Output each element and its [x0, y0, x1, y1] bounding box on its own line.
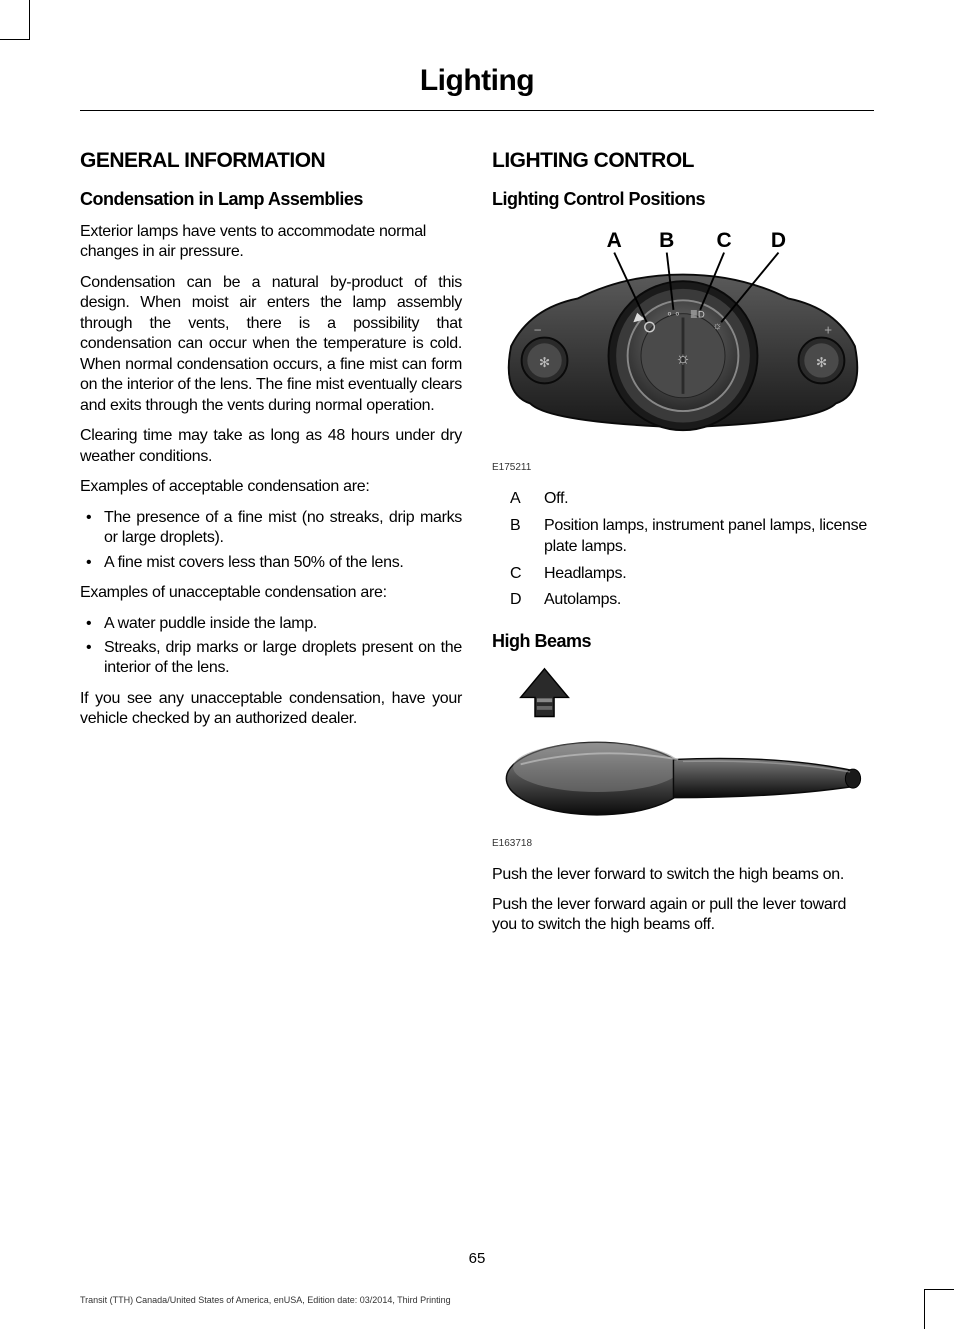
page-title: Lighting: [80, 0, 874, 111]
subheading-control-positions: Lighting Control Positions: [492, 189, 874, 210]
svg-text:≣D: ≣D: [690, 309, 705, 320]
left-column: GENERAL INFORMATION Condensation in Lamp…: [80, 149, 462, 946]
paragraph: Clearing time may take as long as 48 hou…: [80, 426, 462, 467]
content-area: GENERAL INFORMATION Condensation in Lamp…: [0, 111, 954, 946]
unacceptable-list: A water puddle inside the lamp. Streaks,…: [80, 614, 462, 679]
dial-legend: A Off. B Position lamps, instrument pane…: [492, 489, 874, 611]
diagram-code: E175211: [492, 462, 874, 473]
list-item: A fine mist covers less than 50% of the …: [80, 553, 462, 573]
dial-illustration-icon: − ✻ + ✻ ☼ ⚬⚬ ≣D ☼: [492, 222, 874, 451]
legend-value: Autolamps.: [544, 590, 874, 611]
section-heading-general-info: GENERAL INFORMATION: [80, 149, 462, 173]
legend-key: C: [510, 564, 526, 585]
dial-label-b: B: [659, 229, 674, 252]
legend-value: Off.: [544, 489, 874, 510]
paragraph: If you see any unacceptable condensation…: [80, 689, 462, 730]
legend-key: D: [510, 590, 526, 611]
lever-illustration-icon: [492, 664, 874, 826]
legend-row: A Off.: [492, 489, 874, 510]
section-heading-lighting-control: LIGHTING CONTROL: [492, 149, 874, 173]
subheading-high-beams: High Beams: [492, 631, 874, 652]
right-column: LIGHTING CONTROL Lighting Control Positi…: [492, 149, 874, 946]
svg-text:✻: ✻: [816, 355, 827, 370]
acceptable-list: The presence of a fine mist (no streaks,…: [80, 508, 462, 573]
lighting-dial-diagram: − ✻ + ✻ ☼ ⚬⚬ ≣D ☼: [492, 222, 874, 456]
svg-text:+: +: [824, 323, 832, 338]
paragraph: Push the lever forward again or pull the…: [492, 895, 874, 936]
legend-key: B: [510, 516, 526, 558]
svg-text:⚬⚬: ⚬⚬: [665, 309, 681, 320]
legend-key: A: [510, 489, 526, 510]
legend-value: Position lamps, instrument panel lamps, …: [544, 516, 874, 558]
paragraph: Examples of acceptable condensation are:: [80, 477, 462, 497]
paragraph: Condensation can be a natural by-product…: [80, 273, 462, 416]
crop-mark: [0, 0, 30, 40]
subheading-condensation: Condensation in Lamp Assemblies: [80, 189, 462, 210]
legend-row: B Position lamps, instrument panel lamps…: [492, 516, 874, 558]
page-number: 65: [0, 1250, 954, 1267]
legend-row: D Autolamps.: [492, 590, 874, 611]
high-beam-lever-diagram: [492, 664, 874, 831]
svg-text:−: −: [534, 323, 542, 338]
footer-text: Transit (TTH) Canada/United States of Am…: [80, 1295, 451, 1305]
dial-label-d: D: [771, 229, 786, 252]
legend-row: C Headlamps.: [492, 564, 874, 585]
svg-text:☼: ☼: [675, 347, 691, 367]
list-item: A water puddle inside the lamp.: [80, 614, 462, 634]
paragraph: Examples of unacceptable condensation ar…: [80, 583, 462, 603]
list-item: Streaks, drip marks or large droplets pr…: [80, 638, 462, 679]
diagram-code: E163718: [492, 838, 874, 849]
svg-text:✻: ✻: [539, 355, 550, 370]
paragraph: Exterior lamps have vents to accommodate…: [80, 222, 462, 263]
legend-value: Headlamps.: [544, 564, 874, 585]
crop-mark: [924, 1289, 954, 1329]
paragraph: Push the lever forward to switch the hig…: [492, 865, 874, 885]
list-item: The presence of a fine mist (no streaks,…: [80, 508, 462, 549]
dial-label-c: C: [716, 229, 731, 252]
dial-label-a: A: [607, 229, 622, 252]
